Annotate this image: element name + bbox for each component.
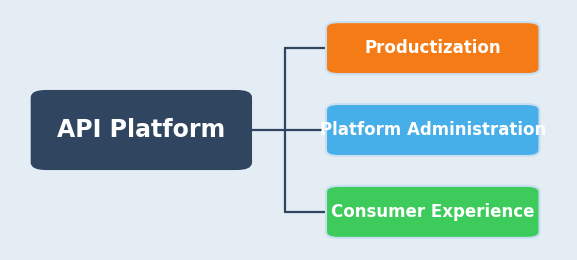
FancyBboxPatch shape: [326, 104, 539, 156]
FancyBboxPatch shape: [32, 91, 251, 169]
Text: API Platform: API Platform: [57, 118, 226, 142]
Text: Platform Administration: Platform Administration: [320, 121, 546, 139]
FancyBboxPatch shape: [326, 186, 539, 238]
FancyBboxPatch shape: [326, 22, 539, 74]
Text: Productization: Productization: [365, 39, 501, 57]
Text: Consumer Experience: Consumer Experience: [331, 203, 534, 221]
